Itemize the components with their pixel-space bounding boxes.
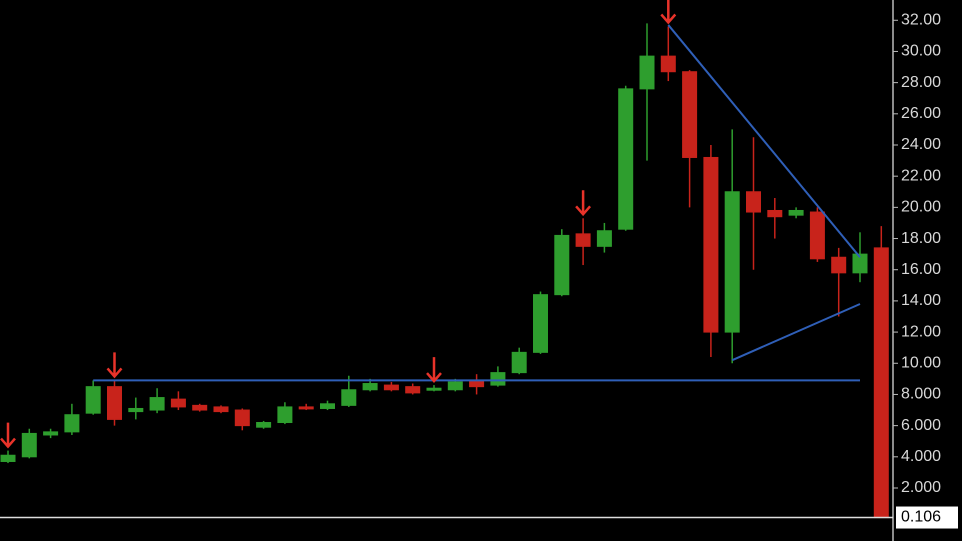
y-tick-label: 22.00	[901, 167, 941, 184]
candle-body	[21, 432, 37, 458]
y-tick-label: 26.00	[901, 105, 941, 122]
candle-body	[362, 383, 378, 391]
y-tick-label: 20.00	[901, 199, 941, 216]
candle-body	[128, 407, 144, 413]
candle-body	[490, 372, 506, 386]
last-price-box	[896, 506, 958, 529]
candle-body	[213, 406, 229, 413]
candle-body	[724, 191, 740, 333]
y-tick-label: 18.00	[901, 230, 941, 247]
candle-body	[64, 414, 80, 433]
y-tick-label: 2.000	[901, 479, 941, 496]
candle-body	[788, 209, 804, 216]
y-tick-label: 24.00	[901, 136, 941, 153]
candle-body	[383, 384, 399, 391]
candle-body	[426, 387, 442, 391]
y-tick-label: 8.000	[901, 386, 941, 403]
candle-body	[234, 409, 250, 427]
candle-body	[107, 386, 122, 420]
candle-body	[596, 230, 612, 247]
last-price-label: 0.106	[901, 509, 941, 526]
candle-body	[767, 209, 783, 218]
candle-body	[341, 389, 357, 406]
candle-body	[170, 398, 186, 408]
candle-body	[618, 88, 634, 230]
y-tick-label: 28.00	[901, 74, 941, 91]
candle-body	[682, 71, 698, 158]
y-tick-label: 12.00	[901, 323, 941, 340]
signal-arrow	[0, 422, 16, 449]
signal-arrow	[575, 190, 592, 217]
candle-body	[149, 397, 165, 411]
candle-body	[660, 55, 676, 73]
candle-body	[192, 404, 208, 411]
candle-body	[277, 406, 293, 424]
candle-body	[533, 294, 548, 353]
candle-body	[0, 454, 16, 462]
candle-body	[554, 234, 570, 296]
candle-body	[746, 191, 761, 213]
y-tick-label: 4.000	[901, 448, 941, 465]
y-tick-label: 14.00	[901, 292, 941, 309]
signal-arrow	[660, 0, 677, 25]
candle-body	[320, 403, 335, 409]
candle-body	[43, 431, 59, 436]
candle-body	[809, 211, 825, 260]
y-tick-label: 30.00	[901, 43, 941, 60]
y-tick-label: 32.00	[901, 11, 941, 28]
candle-body	[639, 55, 655, 90]
candle-body	[85, 386, 101, 414]
candle-body	[703, 156, 719, 333]
trend-line	[731, 303, 861, 362]
candle-body	[256, 422, 272, 428]
signal-arrow	[106, 352, 123, 379]
y-tick-label: 6.000	[901, 417, 941, 434]
candle-body	[873, 247, 889, 519]
signal-arrow	[426, 357, 442, 383]
candle-body	[575, 233, 591, 247]
candle-body	[298, 406, 314, 410]
candle-body	[511, 351, 527, 374]
y-tick-label: 16.00	[901, 261, 941, 278]
trend-line	[667, 24, 861, 258]
candle-body	[405, 386, 421, 394]
candle-body	[852, 253, 868, 274]
candle-body	[447, 381, 463, 391]
candle-body	[831, 256, 847, 274]
y-tick-label: 10.00	[901, 354, 941, 371]
